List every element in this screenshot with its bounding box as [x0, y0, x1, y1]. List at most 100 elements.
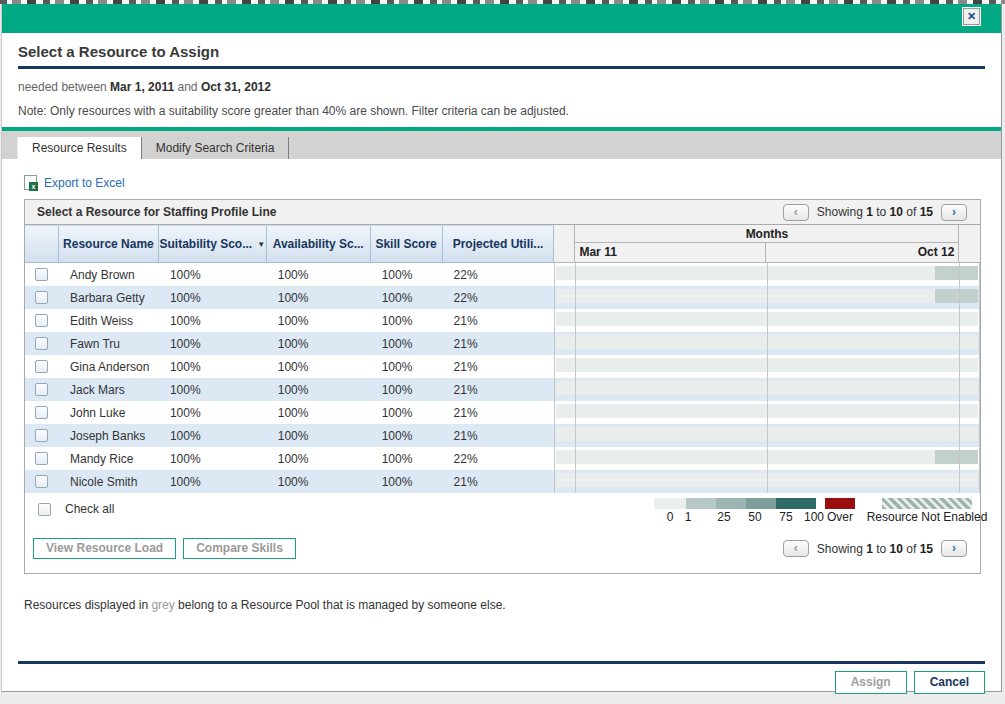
legend-over-swatch — [825, 498, 855, 509]
pagination-text: Showing 1 to 10 of 15 — [817, 205, 933, 219]
tab-resource-results[interactable]: Resource Results — [17, 137, 142, 159]
resource-name-cell: Jack Mars — [59, 378, 159, 401]
suitability-cell: 100% — [159, 470, 267, 493]
resource-name-cell: Nicole Smith — [59, 470, 159, 493]
start-date: Mar 1, 2011 — [110, 80, 174, 94]
table-row: John Luke 100% 100% 100% 21% — [25, 401, 980, 424]
dialog-titlebar: ✕ — [2, 4, 1001, 33]
suitability-cell: 100% — [159, 355, 267, 378]
table-row: Andy Brown 100% 100% 100% 22% — [25, 263, 980, 286]
panel-header: Select a Resource for Staffing Profile L… — [25, 200, 980, 225]
check-all-checkbox[interactable] — [38, 503, 51, 516]
cancel-button[interactable]: Cancel — [914, 671, 985, 694]
row-checkbox[interactable] — [35, 475, 48, 488]
utilization-gantt-cell — [554, 332, 980, 355]
check-all-label: Check all — [65, 502, 114, 516]
projected-cell: 21% — [443, 355, 555, 378]
skill-cell: 100% — [371, 447, 443, 470]
resource-name-cell: Edith Weiss — [59, 309, 159, 332]
next-page-button[interactable]: › — [941, 204, 967, 221]
table-row: Joseph Banks 100% 100% 100% 21% — [25, 424, 980, 447]
note-line: Note: Only resources with a suitability … — [18, 104, 985, 118]
page-title: Select a Resource to Assign — [18, 43, 985, 60]
resource-results-panel: Select a Resource for Staffing Profile L… — [24, 199, 981, 574]
row-checkbox[interactable] — [35, 314, 48, 327]
prev-page-button[interactable]: ‹ — [783, 204, 809, 221]
prev-page-button[interactable]: ‹ — [783, 540, 809, 557]
suitability-cell: 100% — [159, 401, 267, 424]
table-row: Jack Mars 100% 100% 100% 21% — [25, 378, 980, 401]
col-suitability-score[interactable]: Suitability Sco... ▼ — [159, 225, 267, 263]
months-header: Months Mar 11 Oct 12 — [554, 225, 980, 263]
close-icon[interactable]: ✕ — [963, 8, 980, 25]
row-checkbox[interactable] — [35, 406, 48, 419]
utilization-gantt-cell — [554, 355, 980, 378]
row-checkbox[interactable] — [35, 429, 48, 442]
availability-cell: 100% — [267, 401, 371, 424]
suitability-cell: 100% — [159, 332, 267, 355]
row-checkbox[interactable] — [35, 291, 48, 304]
grey-resources-note: Resources displayed in grey belong to a … — [24, 598, 985, 612]
needed-between-line: needed between Mar 1, 2011 and Oct 31, 2… — [18, 80, 985, 94]
needed-prefix: needed between — [18, 80, 107, 94]
table-header-row: Resource Name Suitability Sco... ▼ Avail… — [25, 225, 980, 263]
suitability-cell: 100% — [159, 447, 267, 470]
legend-not-enabled-label: Resource Not Enabled — [867, 510, 988, 524]
legend-seg-50 — [746, 498, 776, 509]
utilization-gantt-cell — [554, 263, 980, 286]
panel-actions-row: View Resource Load Compare Skills ‹ Show… — [25, 538, 980, 573]
next-page-button[interactable]: › — [941, 540, 967, 557]
table-row: Edith Weiss 100% 100% 100% 21% — [25, 309, 980, 332]
availability-cell: 100% — [267, 424, 371, 447]
skill-cell: 100% — [371, 424, 443, 447]
legend-tick: 25 — [717, 510, 730, 524]
row-checkbox[interactable] — [35, 268, 48, 281]
pagination-text: Showing 1 to 10 of 15 — [817, 542, 933, 556]
projected-cell: 21% — [443, 332, 555, 355]
suitability-cell: 100% — [159, 263, 267, 286]
availability-cell: 100% — [267, 355, 371, 378]
end-date: Oct 31, 2012 — [201, 80, 271, 94]
utilization-gantt-cell — [554, 378, 980, 401]
row-checkbox[interactable] — [35, 360, 48, 373]
projected-cell: 21% — [443, 470, 555, 493]
suitability-cell: 100% — [159, 286, 267, 309]
utilization-legend — [654, 498, 816, 509]
gantt-overflow-header — [958, 225, 979, 262]
col-resource-name[interactable]: Resource Name — [59, 225, 159, 263]
table-row: Nicole Smith 100% 100% 100% 21% — [25, 470, 980, 493]
dialog-body: Select a Resource to Assign needed betwe… — [2, 43, 1001, 694]
projected-cell: 22% — [443, 286, 555, 309]
view-resource-load-button[interactable]: View Resource Load — [33, 538, 176, 559]
resource-name-cell: John Luke — [59, 401, 159, 424]
excel-icon: x — [24, 175, 37, 190]
compare-skills-button[interactable]: Compare Skills — [183, 538, 296, 559]
projected-cell: 21% — [443, 424, 555, 447]
col-availability-score[interactable]: Availability Sc... — [267, 225, 371, 263]
row-checkbox[interactable] — [35, 383, 48, 396]
availability-cell: 100% — [267, 286, 371, 309]
row-checkbox[interactable] — [35, 337, 48, 350]
tab-strip: Resource Results Modify Search Criteria — [2, 131, 1001, 159]
tab-modify-search-criteria[interactable]: Modify Search Criteria — [142, 137, 290, 159]
table-row: Gina Anderson 100% 100% 100% 21% — [25, 355, 980, 378]
col-skill-score[interactable]: Skill Score — [371, 225, 443, 263]
gantt-spacer-header — [554, 225, 575, 262]
resource-name-cell: Mandy Rice — [59, 447, 159, 470]
availability-cell: 100% — [267, 263, 371, 286]
skill-cell: 100% — [371, 401, 443, 424]
row-checkbox[interactable] — [35, 452, 48, 465]
assign-button[interactable]: Assign — [835, 671, 907, 694]
needed-and: and — [178, 80, 198, 94]
panel-title: Select a Resource for Staffing Profile L… — [37, 205, 276, 219]
check-all-row: Check all 0 1 25 50 75 — [25, 493, 980, 526]
utilization-gantt-cell — [554, 447, 980, 470]
skill-cell: 100% — [371, 309, 443, 332]
export-to-excel-link[interactable]: x Export to Excel — [24, 175, 125, 190]
utilization-gantt-cell — [554, 401, 980, 424]
legend-seg-25 — [716, 498, 746, 509]
availability-cell: 100% — [267, 378, 371, 401]
projected-cell: 21% — [443, 309, 555, 332]
col-projected-utilization[interactable]: Projected Utili... — [443, 225, 555, 263]
months-title: Months — [575, 225, 958, 243]
